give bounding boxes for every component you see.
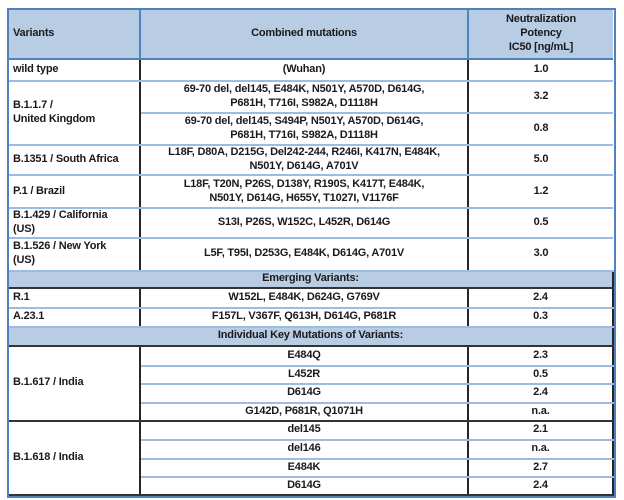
mutations-cell: (Wuhan): [140, 58, 469, 82]
mutations-cell: E484K: [140, 458, 469, 478]
mutations-cell: del146: [140, 439, 469, 460]
table-row: G142D, P681R, Q1071H n.a.: [9, 402, 614, 422]
section-banner-emerging: Emerging Variants:: [9, 269, 614, 289]
table-row: B.1.1.7 / United Kingdom 69-70 del, del1…: [9, 81, 613, 146]
header-neutralization-potency: Neutralization Potency IC50 [ng/mL]: [468, 10, 613, 60]
table-row: E484K 2.7: [9, 458, 614, 478]
mutations-cell: F157L, V367F, Q613H, D614G, P681R: [140, 307, 469, 328]
variant-cell: R.1: [9, 287, 141, 309]
table-row: B.1.618 / India del145 2.1: [9, 420, 614, 496]
table-row: B.1.617 / India E484Q 2.3: [9, 345, 614, 422]
ic50-cell: 2.1: [468, 420, 614, 441]
table-row: 69-70 del, del145, S494P, N501Y, A570D, …: [9, 113, 613, 146]
section-banner-row: Individual Key Mutations of Variants:: [9, 325, 614, 347]
table-row: P.1 / Brazil L18F, T20N, P26S, D138Y, R1…: [9, 175, 613, 209]
ic50-cell: 2.7: [468, 458, 614, 478]
mutations-cell: L452R: [140, 365, 469, 385]
mutations-cell: 69-70 del, del145, S494P, N501Y, A570D, …: [140, 113, 469, 146]
table-row: B.1.429 / California (US) S13I, P26S, W1…: [9, 208, 613, 239]
variant-cell: B.1.617 / India: [9, 345, 141, 422]
variant-cell: B.1.526 / New York (US): [9, 237, 141, 272]
ic50-cell: 1.2: [468, 175, 613, 209]
ic50-cell: 0.8: [468, 113, 613, 146]
table-header-row: Variants Combined mutations Neutralizati…: [9, 10, 613, 60]
mutations-cell: D614G: [140, 383, 469, 404]
table-row: R.1 W152L, E484K, D624G, G769V 2.4: [9, 287, 614, 309]
table-row: D614G 2.4: [9, 383, 614, 404]
variant-cell: A.23.1: [9, 307, 141, 328]
header-potency-line2: Potency: [520, 27, 562, 40]
ic50-cell: n.a.: [468, 402, 614, 422]
ic50-cell: 2.3: [468, 345, 614, 367]
mutations-cell: L5F, T95I, D253G, E484K, D614G, A701V: [140, 237, 469, 272]
mutations-cell: G142D, P681R, Q1071H: [140, 402, 469, 422]
header-variants: Variants: [9, 10, 141, 60]
section-banner-row: Emerging Variants:: [9, 269, 614, 289]
mutations-cell: L18F, T20N, P26S, D138Y, R190S, K417T, E…: [140, 175, 469, 209]
ic50-cell: 2.4: [468, 476, 614, 496]
ic50-cell: 0.5: [468, 365, 614, 385]
mutations-cell: S13I, P26S, W152C, L452R, D614G: [140, 208, 469, 239]
mutations-cell: L18F, D80A, D215G, Del242-244, R246I, K4…: [140, 145, 469, 176]
mutations-cell: D614G: [140, 476, 469, 496]
variant-cell: B.1.618 / India: [9, 420, 141, 496]
table-row: B.1351 / South Africa L18F, D80A, D215G,…: [9, 145, 613, 176]
variant-cell: B.1351 / South Africa: [9, 145, 141, 176]
table-row: D614G 2.4: [9, 476, 614, 496]
ic50-cell: 3.0: [468, 237, 613, 272]
ic50-cell: n.a.: [468, 439, 614, 460]
variant-cell: P.1 / Brazil: [9, 175, 141, 209]
mutations-cell: E484Q: [140, 345, 469, 367]
variant-cell: B.1.1.7 / United Kingdom: [9, 81, 141, 146]
table-row: L452R 0.5: [9, 365, 614, 385]
header-potency-line3: IC50 [ng/mL]: [508, 40, 574, 53]
section-banner-individual: Individual Key Mutations of Variants:: [9, 325, 614, 347]
ic50-cell: 5.0: [468, 145, 613, 176]
table-row: B.1.526 / New York (US) L5F, T95I, D253G…: [9, 237, 613, 272]
variants-table-container: Variants Combined mutations Neutralizati…: [7, 8, 616, 498]
header-combined-mutations: Combined mutations: [140, 10, 469, 60]
mutations-cell: W152L, E484K, D624G, G769V: [140, 287, 469, 309]
ic50-cell: 0.5: [468, 208, 613, 239]
table-row: wild type (Wuhan) 1.0: [9, 58, 613, 82]
ic50-cell: 3.2: [468, 81, 613, 114]
mutations-cell: 69-70 del, del145, E484K, N501Y, A570D, …: [140, 81, 469, 114]
variant-cell: wild type: [9, 59, 141, 82]
ic50-cell: 2.4: [468, 287, 614, 309]
header-potency-line1: Neutralization: [506, 13, 576, 26]
ic50-cell: 1.0: [468, 59, 613, 82]
table-row: A.23.1 F157L, V367F, Q613H, D614G, P681R…: [9, 307, 614, 328]
mutations-cell: del145: [140, 420, 469, 441]
table-row: del146 n.a.: [9, 439, 614, 460]
ic50-cell: 2.4: [468, 383, 614, 404]
variant-cell: B.1.429 / California (US): [9, 208, 141, 239]
variants-neutralization-table: Variants Combined mutations Neutralizati…: [9, 10, 614, 496]
ic50-cell: 0.3: [468, 307, 614, 328]
